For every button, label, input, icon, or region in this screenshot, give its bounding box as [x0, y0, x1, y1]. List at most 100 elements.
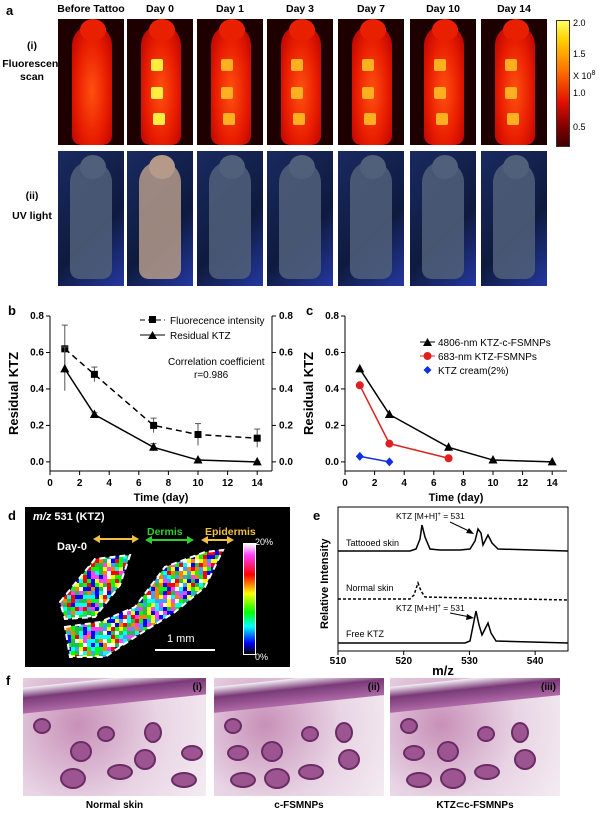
- pixel: [207, 631, 211, 635]
- pixel: [103, 559, 107, 563]
- mouse-body-uv: [209, 161, 251, 279]
- pixel: [227, 571, 231, 575]
- pixel: [183, 575, 187, 579]
- panel-a-row1-label: (i): [27, 40, 37, 52]
- pixel: [195, 627, 199, 631]
- pixel: [223, 631, 227, 635]
- pixel: [71, 571, 75, 575]
- pixel: [119, 631, 123, 635]
- mouse-head-uv: [360, 155, 386, 179]
- pixel: [103, 611, 107, 615]
- pixel: [171, 579, 175, 583]
- x-tick-label: 2: [77, 478, 83, 489]
- pixel: [99, 631, 103, 635]
- pixel: [179, 655, 183, 657]
- pixel: [99, 571, 103, 575]
- pixel: [87, 579, 91, 583]
- pixel: [87, 651, 91, 655]
- pixel: [119, 591, 123, 595]
- pixel: [75, 595, 79, 599]
- pixel: [211, 631, 215, 635]
- pixel: [175, 550, 179, 551]
- pixel: [215, 635, 219, 639]
- pixel: [111, 631, 115, 635]
- pixel: [211, 635, 215, 639]
- pixel: [63, 551, 67, 555]
- pixel: [211, 563, 215, 567]
- follicle: [144, 722, 162, 743]
- pixel: [91, 655, 95, 657]
- pixel: [91, 659, 95, 663]
- pixel: [191, 579, 195, 583]
- pixel: [199, 623, 203, 627]
- pixel: [55, 651, 59, 655]
- pixel: [95, 635, 99, 639]
- pixel: [127, 571, 131, 575]
- uv-image: [197, 151, 263, 286]
- pixel: [95, 583, 99, 587]
- pixel: [63, 655, 67, 657]
- column-header: Day 14: [497, 3, 531, 15]
- pixel: [199, 635, 203, 639]
- pixel: [87, 555, 91, 559]
- pixel: [139, 575, 143, 579]
- pixel: [99, 583, 103, 587]
- legend-fluor-text: Fluorecence intensity: [170, 316, 265, 327]
- data-point: [252, 456, 262, 466]
- column-header: Day 0: [145, 3, 175, 15]
- fluor-image: [410, 19, 476, 145]
- pixel: [171, 591, 175, 595]
- pixel: [187, 655, 191, 657]
- pixel: [131, 551, 135, 555]
- pixel: [131, 627, 135, 631]
- pixel: [131, 647, 135, 651]
- follicle: [335, 722, 353, 743]
- arrow-epidermis-head-r: [227, 536, 234, 544]
- pixel: [179, 595, 183, 599]
- follicle: [437, 741, 459, 762]
- pixel: [60, 655, 63, 657]
- series-line: [359, 384, 449, 459]
- pixel: [60, 615, 63, 619]
- pixel: [83, 550, 87, 551]
- fluor-image: [481, 19, 547, 145]
- pixel: [211, 619, 215, 623]
- pixel: [135, 551, 139, 555]
- y-tick-label: 0.4: [30, 384, 44, 395]
- pixel: [151, 550, 155, 551]
- pixel: [175, 555, 179, 559]
- pixel: [163, 603, 167, 607]
- pixel: [179, 651, 183, 655]
- pixel: [127, 583, 131, 587]
- pixel: [143, 623, 147, 627]
- follicle: [400, 718, 418, 734]
- pixel: [223, 595, 227, 599]
- pixel: [151, 583, 155, 587]
- pixel: [91, 611, 95, 615]
- pixel: [119, 619, 123, 623]
- pixel: [119, 559, 123, 563]
- pixel: [99, 567, 103, 571]
- pixel: [155, 611, 159, 615]
- pixel: [71, 611, 75, 615]
- pixel: [135, 647, 139, 651]
- x-tick-label: 10: [487, 478, 499, 489]
- pixel: [191, 591, 195, 595]
- pixel: [219, 647, 223, 651]
- pixel: [163, 623, 167, 627]
- pixel: [191, 559, 195, 563]
- pixel: [131, 587, 135, 591]
- pixel: [111, 575, 115, 579]
- pixel: [131, 615, 135, 619]
- pixel: [199, 563, 203, 567]
- pixel: [63, 611, 67, 615]
- panel-e-xticks: 510 520 530 540: [330, 651, 544, 667]
- pixel: [135, 603, 139, 607]
- pixel: [83, 579, 87, 583]
- pixel: [199, 595, 203, 599]
- pixel: [223, 583, 227, 587]
- pixel: [159, 579, 163, 583]
- pixel: [87, 575, 91, 579]
- pixel: [63, 643, 67, 647]
- pixel: [203, 603, 207, 607]
